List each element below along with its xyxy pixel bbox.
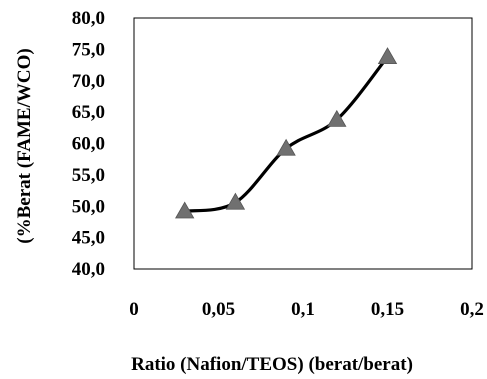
x-tick-label: 0 [129,299,139,320]
data-point-marker [276,138,296,156]
data-point-marker [175,201,195,219]
y-tick-label: 65,0 [72,102,105,123]
series-markers [175,47,398,219]
y-tick-label: 40,0 [72,259,105,280]
x-axis-title: Ratio (Nafion/TEOS) (berat/berat) [131,354,413,375]
x-tick-label: 0,2 [460,299,484,320]
data-point-marker [225,192,246,210]
x-tick-label: 0,1 [291,299,315,320]
data-point-marker [327,109,347,127]
plot-area-frame [133,17,473,270]
data-point-marker [377,47,398,65]
y-tick-label: 60,0 [72,134,105,155]
y-tick-label: 50,0 [72,196,105,217]
x-axis-ticks: 0 0,05 0,1 0,15 0,2 [129,299,484,320]
y-tick-label: 75,0 [72,39,105,60]
y-tick-label: 70,0 [72,71,105,92]
y-axis-title: (%Berat (FAME/WCO) [14,48,35,243]
y-tick-label: 55,0 [72,165,105,186]
y-axis-ticks: 40,0 45,0 50,0 55,0 60,0 65,0 70,0 75,0 80,0 [72,8,105,280]
series-line [183,55,390,213]
y-tick-label: 45,0 [72,228,105,249]
x-tick-label: 0,05 [202,299,235,320]
y-tick-label: 80,0 [72,8,105,29]
x-tick-label: 0,15 [371,299,404,320]
